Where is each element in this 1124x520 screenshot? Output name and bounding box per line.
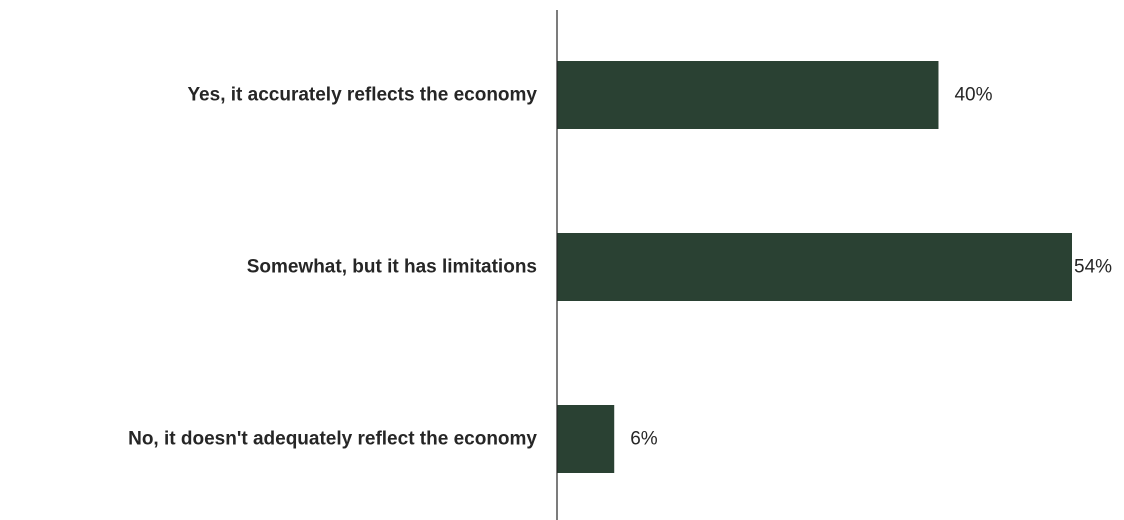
value-label-1: 40% [954, 85, 992, 106]
bar-3 [557, 405, 615, 473]
category-label-3: No, it doesn't adequately reflect the ec… [128, 429, 537, 450]
category-label-1: Yes, it accurately reflects the economy [187, 85, 537, 106]
category-label-2: Somewhat, but it has limitations [247, 257, 537, 278]
bar-2 [557, 233, 1072, 301]
value-label-2: 54% [1074, 257, 1112, 278]
labels-group: Yes, it accurately reflects the economy 4… [128, 85, 1112, 450]
bars-group [557, 61, 1072, 473]
value-label-3: 6% [630, 429, 658, 450]
bar-1 [557, 61, 939, 129]
